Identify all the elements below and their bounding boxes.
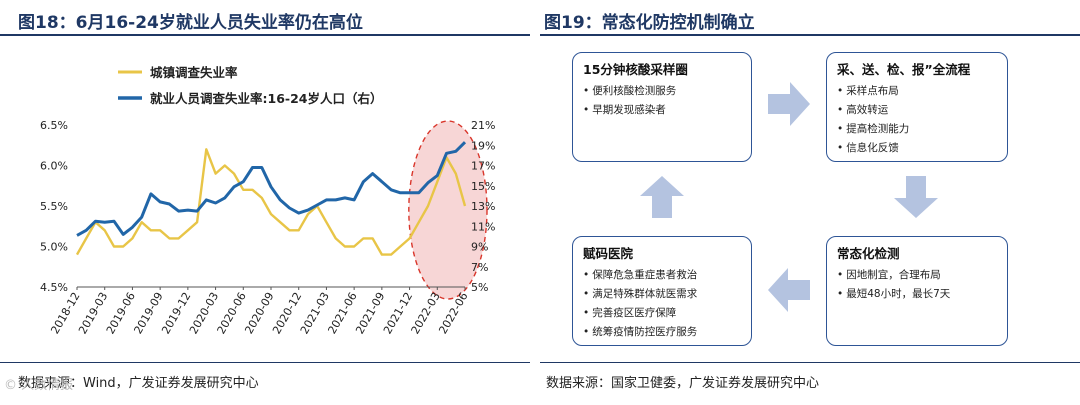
title-rule: [0, 34, 530, 36]
list-item: 高效转运: [837, 101, 997, 120]
y-left-tick-label: 6.5%: [40, 119, 68, 132]
box-routine-testing: 常态化检测 因地制宜，合理布局 最短48小时，最长7天: [826, 236, 1008, 346]
unemployment-line-chart: 4.5% 5.0% 5.5% 6.0% 6.5% 5% 7% 9% 11% 13% 15% 17% 19…: [40, 65, 495, 336]
box-coded-hospitals: 赋码医院 保障危急重症患者救治 满足特殊群体就医需求 完善疫区医疗保障 统筹疫情…: [572, 236, 752, 346]
y-right-tick-label: 5%: [471, 281, 488, 294]
list-item: 早期发现感染者: [583, 101, 741, 120]
arrow-shape: [768, 268, 810, 312]
list-item: 统筹疫情防控医疗服务: [583, 323, 741, 342]
list-item: 最短48小时，最长7天: [837, 285, 997, 304]
y-left-tick-label: 5.5%: [40, 200, 68, 213]
bottom-rule: [540, 362, 1080, 363]
source-note-right: 数据来源：国家卫健委，广发证券发展研究中心: [546, 376, 820, 391]
arrow-down-icon: [894, 176, 938, 218]
legend-label: 就业人员调查失业率:16-24岁人口（右）: [150, 91, 382, 106]
y-left-tick-label: 5.0%: [40, 241, 68, 254]
list-item: 便利核酸检测服务: [583, 82, 741, 101]
watermark: © 人数情报: [4, 378, 74, 393]
title-rule: [540, 34, 1080, 36]
arrow-shape: [640, 176, 684, 218]
y-left-tick-label: 6.0%: [40, 160, 68, 173]
list-item: 保障危急重症患者救治: [583, 266, 741, 285]
y-right-tick-label: 15%: [471, 180, 495, 193]
y-right-tick-label: 13%: [471, 200, 495, 213]
right-panel: 图19：常态化防控机制确立 15分钟核酸采样圈 便利核酸检测服务 早期发现感染者…: [540, 0, 1080, 405]
arrow-right-icon: [768, 82, 810, 126]
figure-title-prevention: 图19：常态化防控机制确立: [544, 13, 755, 33]
list-item: 满足特殊群体就医需求: [583, 285, 741, 304]
list-item: 完善疫区医疗保障: [583, 304, 741, 323]
box-full-process: 采、送、检、报”全流程 采样点布局 高效转运 提高检测能力 信息化反馈: [826, 52, 1008, 162]
box-15min-sampling: 15分钟核酸采样圈 便利核酸检测服务 早期发现感染者: [572, 52, 752, 162]
y-right-tick-label: 19%: [471, 139, 495, 152]
list-item: 因地制宜，合理布局: [837, 266, 997, 285]
list-item: 提高检测能力: [837, 120, 997, 139]
source-note-left: 数据来源：Wind，广发证券发展研究中心: [18, 376, 259, 391]
y-right-tick-label: 17%: [471, 160, 495, 173]
y-left-tick-label: 4.5%: [40, 281, 68, 294]
box-title: 常态化检测: [837, 246, 900, 261]
y-right-tick-label: 11%: [471, 220, 495, 233]
y-right-tick-label: 21%: [471, 119, 495, 132]
y-right-tick-label: 9%: [471, 241, 488, 254]
series-line-urban-unemployment: [75, 148, 467, 256]
bottom-rule: [0, 362, 530, 363]
box-title: 15分钟核酸采样圈: [583, 62, 688, 77]
box-title: 采、送、检、报”全流程: [837, 62, 971, 77]
left-panel: 图18：6月16-24岁就业人员失业率仍在高位 4.5% 5.0% 5.5% 6.0%…: [0, 0, 530, 405]
list-item: 信息化反馈: [837, 139, 997, 158]
arrow-shape: [768, 82, 810, 126]
y-right-tick-label: 7%: [471, 261, 488, 274]
arrow-left-icon: [768, 268, 810, 312]
arrow-up-icon: [640, 176, 684, 218]
box-title: 赋码医院: [583, 246, 634, 261]
series-line-youth-unemployment: [76, 141, 467, 237]
arrow-shape: [894, 176, 938, 218]
highlight-ellipse: [408, 120, 488, 300]
list-item: 采样点布局: [837, 82, 997, 101]
legend-label: 城镇调查失业率: [150, 65, 238, 80]
figure-title-unemployment: 图18：6月16-24岁就业人员失业率仍在高位: [18, 13, 363, 33]
